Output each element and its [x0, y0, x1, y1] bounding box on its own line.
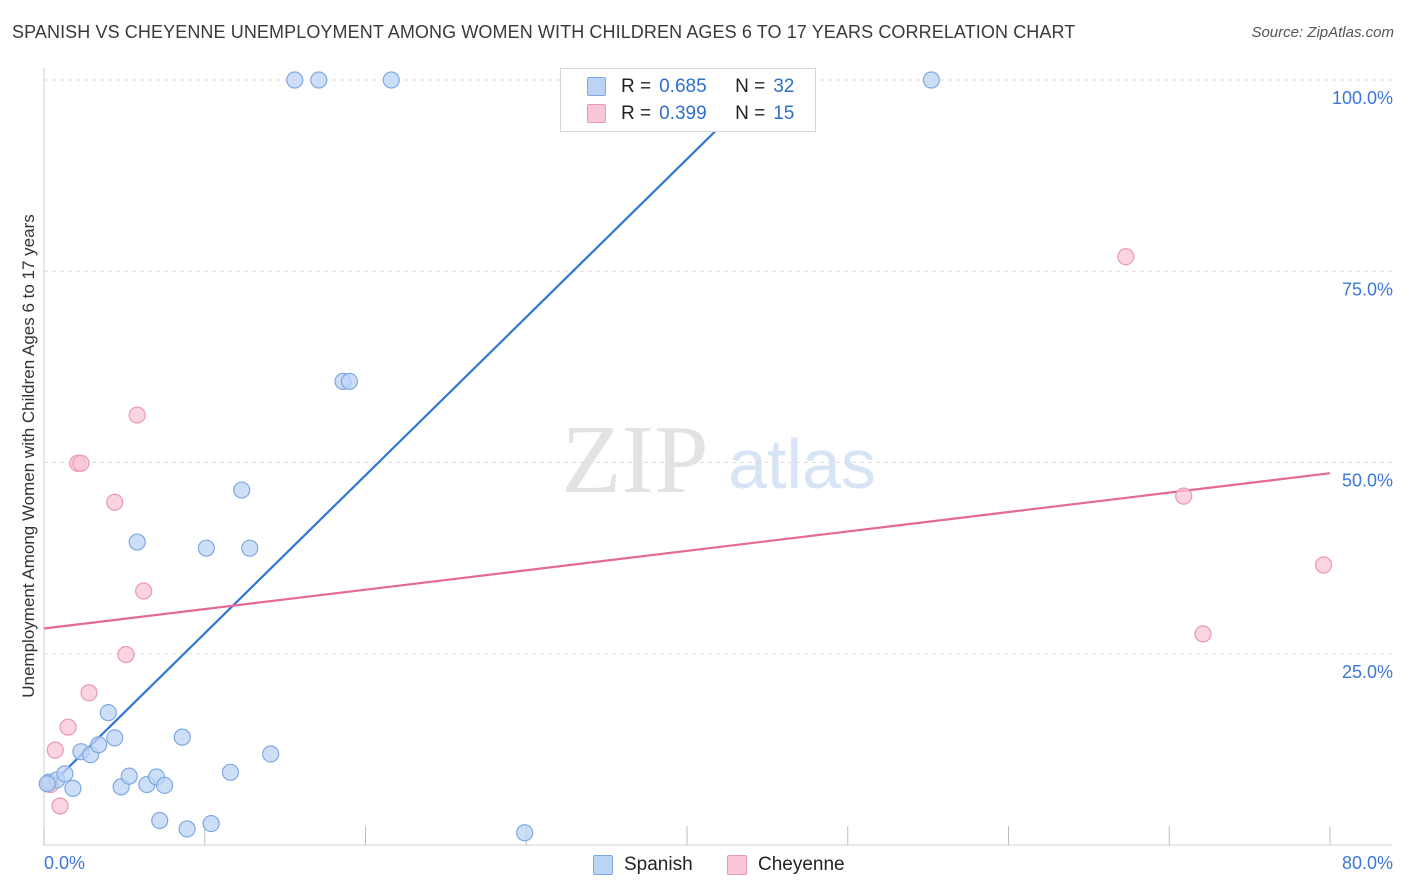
point-cheyenne	[1194, 625, 1212, 643]
trend-lines	[43, 79, 1331, 793]
point-spanish	[233, 481, 251, 499]
legend-r-label: R =	[621, 103, 652, 124]
legend-r-value-cheyenne: 0.399	[659, 103, 707, 124]
point-spanish	[262, 745, 280, 763]
point-cheyenne	[80, 684, 98, 702]
point-spanish	[241, 539, 259, 557]
y-tick-label: 50.0%	[1342, 471, 1393, 491]
y-axis-title: Unemployment Among Women with Children A…	[19, 214, 38, 698]
point-spanish	[56, 765, 74, 783]
legend-n-value-spanish: 32	[773, 76, 795, 97]
x-tick-label: 80.0%	[1342, 853, 1393, 873]
series-legend: Spanish Cheyenne	[0, 852, 1406, 878]
point-spanish	[90, 736, 108, 754]
point-spanish	[106, 729, 124, 747]
correlation-legend: R = 0.685 N = 32 R = 0.399 N = 15	[560, 68, 816, 132]
y-tick-label: 25.0%	[1342, 662, 1393, 682]
point-cheyenne	[72, 454, 90, 472]
legend-n-label: N =	[735, 103, 766, 124]
point-spanish	[151, 811, 169, 830]
point-cheyenne	[59, 718, 77, 736]
source-label: Source: ZipAtlas.com	[1251, 24, 1394, 41]
point-spanish	[178, 820, 196, 838]
point-cheyenne	[1314, 556, 1333, 574]
point-spanish	[64, 779, 82, 797]
point-spanish	[310, 71, 328, 89]
watermark-atlas: atlas	[728, 425, 876, 503]
data-points	[38, 71, 1333, 842]
point-spanish	[922, 71, 940, 89]
legend-n-value-cheyenne: 15	[773, 103, 795, 124]
legend-r-label: R =	[621, 76, 652, 97]
point-spanish	[286, 71, 304, 89]
point-spanish	[221, 763, 240, 781]
axis-labels: 25.0% 50.0% 75.0% 100.0% 0.0% 80.0% Unemployme…	[19, 88, 1393, 873]
point-cheyenne	[128, 406, 146, 424]
point-cheyenne	[117, 645, 135, 664]
legend-row-spanish: R = 0.685 N = 32	[587, 74, 795, 100]
watermark-zip: ZIP	[562, 406, 709, 514]
point-spanish	[128, 533, 146, 551]
point-spanish	[340, 372, 359, 391]
watermark: ZIP atlas	[562, 406, 876, 514]
point-cheyenne	[51, 797, 69, 815]
point-spanish	[120, 767, 138, 785]
point-spanish	[202, 814, 220, 833]
point-cheyenne	[106, 493, 124, 511]
point-spanish	[382, 71, 400, 89]
x-tick-label: 0.0%	[44, 853, 85, 873]
legend-swatch-spanish	[587, 77, 606, 96]
series-label-cheyenne: Cheyenne	[758, 854, 845, 875]
legend-row-cheyenne: R = 0.399 N = 15	[587, 101, 795, 127]
legend-r-value-spanish: 0.685	[659, 76, 707, 97]
gridlines	[44, 79, 1392, 655]
point-spanish	[173, 728, 191, 746]
legend-n-label: N =	[735, 76, 766, 97]
point-spanish	[99, 704, 117, 722]
trend-line-spanish	[43, 79, 769, 793]
chart-title: SPANISH VS CHEYENNE UNEMPLOYMENT AMONG W…	[12, 22, 1076, 42]
legend-swatch-cheyenne	[587, 104, 606, 123]
axes	[43, 68, 1392, 846]
point-spanish	[38, 775, 56, 793]
point-cheyenne	[46, 741, 64, 759]
series-label-spanish: Spanish	[624, 854, 693, 875]
series-legend-cheyenne[interactable]: Cheyenne	[727, 852, 845, 878]
point-cheyenne	[135, 582, 153, 600]
point-spanish	[155, 776, 174, 794]
series-swatch-spanish	[593, 855, 613, 875]
y-tick-label: 100.0%	[1332, 88, 1393, 108]
trend-line-cheyenne	[43, 472, 1331, 630]
point-spanish	[516, 824, 534, 842]
point-spanish	[197, 539, 215, 557]
series-swatch-cheyenne	[727, 855, 747, 875]
y-tick-label: 75.0%	[1342, 279, 1393, 299]
series-legend-spanish[interactable]: Spanish	[593, 852, 693, 878]
point-cheyenne	[1117, 248, 1135, 266]
point-cheyenne	[1175, 487, 1193, 505]
